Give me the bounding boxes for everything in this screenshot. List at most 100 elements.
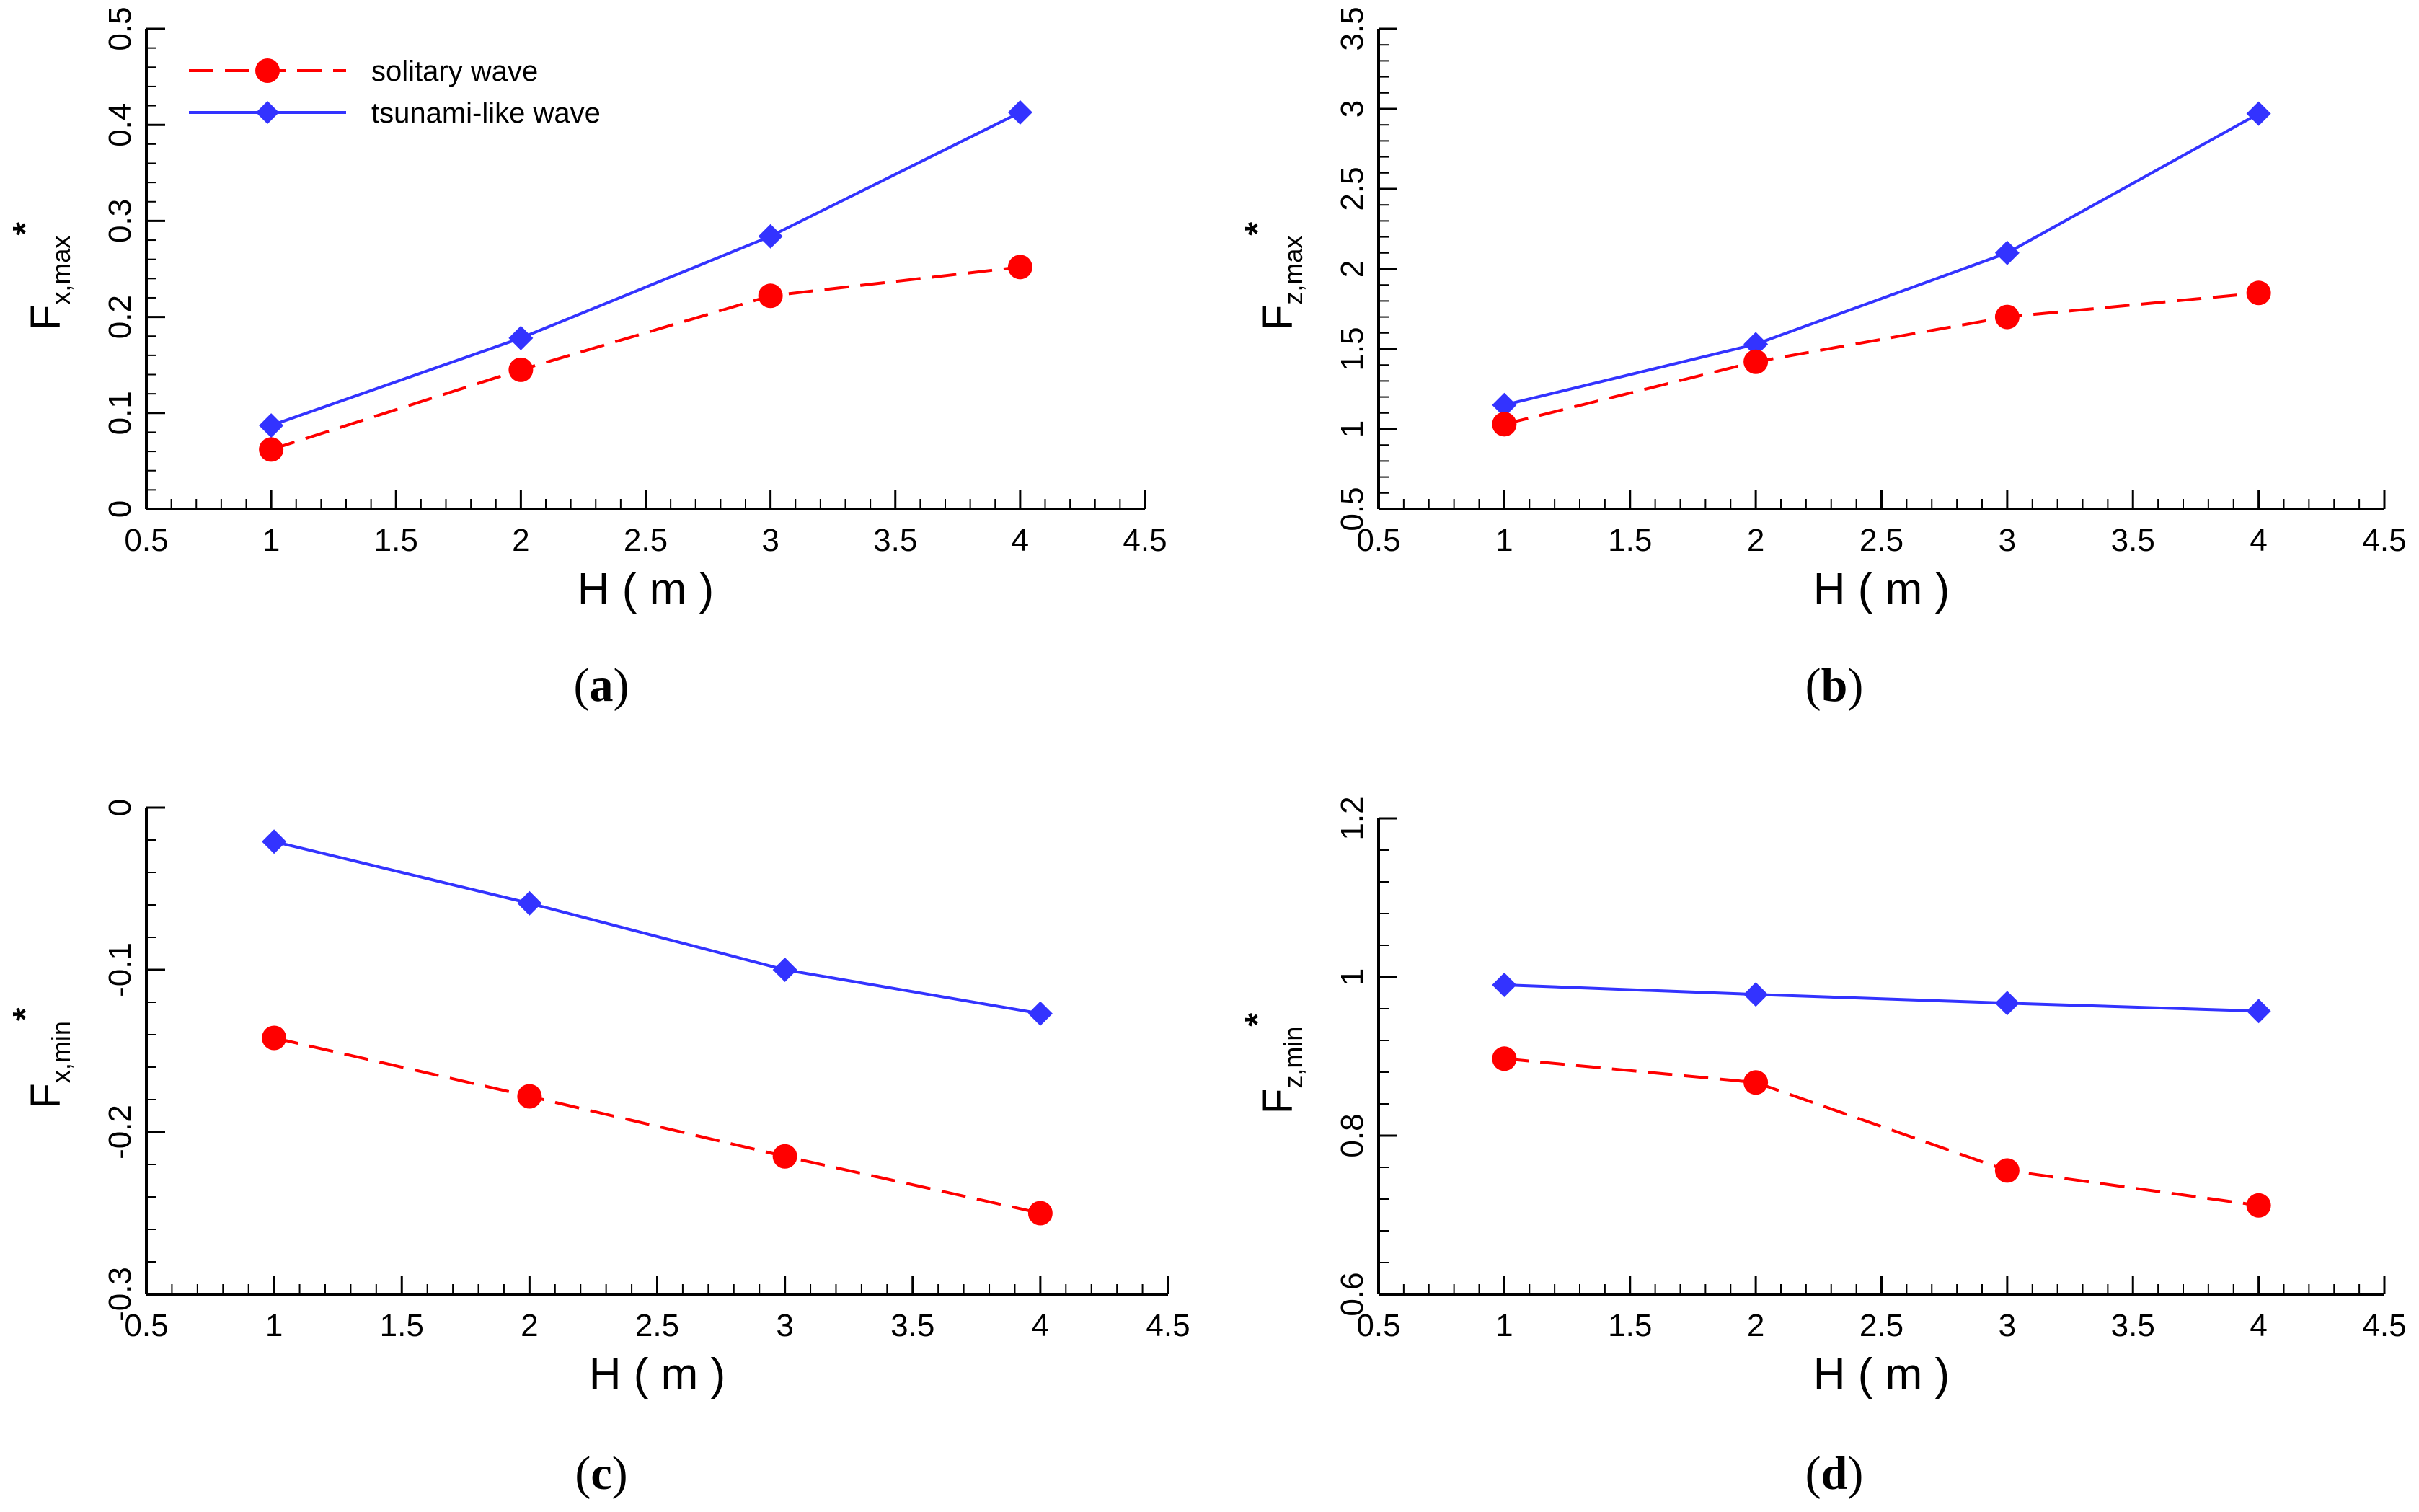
x-tick-label: 0.5 bbox=[124, 523, 168, 558]
y-tick-label: -0.2 bbox=[102, 1105, 138, 1159]
series-line-solitary bbox=[270, 265, 1021, 451]
y-title-subscript: x,max bbox=[46, 236, 76, 305]
caption-letter: d bbox=[1821, 1447, 1848, 1500]
data-point-tsunami bbox=[1994, 991, 2020, 1016]
y-tick-label: 0 bbox=[102, 500, 138, 518]
x-tick-label: 1.5 bbox=[1608, 523, 1652, 558]
legend-marker-circle bbox=[255, 58, 280, 83]
legend-label: tsunami-like wave bbox=[371, 97, 601, 129]
x-tick-label: 0.5 bbox=[124, 1308, 168, 1343]
y-title-subscript: x,min bbox=[46, 1021, 76, 1083]
y-tick-label: 3 bbox=[1335, 100, 1370, 118]
data-point-solitary bbox=[262, 1025, 287, 1051]
data-point-solitary bbox=[1492, 1046, 1517, 1071]
x-tick-label: 2.5 bbox=[635, 1308, 679, 1343]
series-line-tsunami bbox=[1504, 983, 2259, 1013]
figure-panels: 0.5 1 1.5 2 2.5 3 3.5 4 4.5 0 0.1 0.2 0.3 0.4 0.5 H ( m… bbox=[6, 6, 2407, 1500]
x-axis-title: H ( m ) bbox=[1813, 565, 1950, 614]
caption-letter: c bbox=[591, 1447, 611, 1500]
x-tick-label: 4.5 bbox=[1146, 1308, 1190, 1343]
data-point-tsunami bbox=[758, 224, 783, 249]
x-tick-label: 4 bbox=[1012, 523, 1029, 558]
data-point-solitary bbox=[772, 1144, 797, 1169]
x-tick-label: 3 bbox=[761, 523, 779, 558]
x-tick-label: 2 bbox=[521, 1308, 538, 1343]
y-tick-label: 0.2 bbox=[102, 295, 138, 339]
x-tick-label: 2 bbox=[1747, 523, 1764, 558]
data-point-tsunami bbox=[772, 958, 797, 982]
data-point-tsunami bbox=[1994, 240, 2020, 265]
y-tick-label: 2 bbox=[1335, 260, 1370, 278]
y-title-main: F bbox=[1255, 305, 1301, 330]
y-tick-label: 3.5 bbox=[1335, 6, 1370, 50]
x-tick-label: 4.5 bbox=[2362, 1308, 2406, 1343]
y-tick-label: 0.5 bbox=[102, 6, 138, 50]
x-tick-label: 2.5 bbox=[1859, 1308, 1903, 1343]
y-tick-label: 0.3 bbox=[102, 199, 138, 243]
x-axis-title: H ( m ) bbox=[578, 565, 714, 614]
x-tick-label: 2.5 bbox=[1859, 523, 1903, 558]
data-point-solitary bbox=[1743, 349, 1769, 374]
data-point-solitary bbox=[2246, 280, 2271, 306]
y-tick-label: 1.2 bbox=[1335, 796, 1370, 840]
y-title-star: * bbox=[1239, 222, 1277, 236]
data-point-solitary bbox=[517, 1084, 542, 1109]
x-tick-label: 1 bbox=[262, 523, 280, 558]
y-tick-label: 0.5 bbox=[1335, 487, 1370, 531]
chart-panel-b: 0.5 1 1.5 2 2.5 3 3.5 4 4.5 0.5 1 1.5 2 2.5 3 3.5 H ( m … bbox=[1239, 6, 2407, 712]
x-tick-label: 1.5 bbox=[380, 1308, 424, 1343]
x-tick-label: 1.5 bbox=[374, 523, 418, 558]
x-tick-label: 3.5 bbox=[2111, 523, 2155, 558]
x-tick-label: 4.5 bbox=[1123, 523, 1167, 558]
y-axis-title: Fx,min* bbox=[6, 1007, 76, 1108]
data-point-solitary bbox=[1994, 1158, 2020, 1183]
y-axis-title: Fx,max* bbox=[6, 222, 76, 330]
chart-panel-a: 0.5 1 1.5 2 2.5 3 3.5 4 4.5 0 0.1 0.2 0.3 0.4 0.5 H ( m… bbox=[6, 6, 1167, 712]
data-point-tsunami bbox=[517, 890, 542, 916]
chart-panel-d: 0.5 1 1.5 2 2.5 3 3.5 4 4.5 0.6 0.8 1 1.2 H ( m ) Fz,m… bbox=[1239, 796, 2407, 1500]
y-tick-label: 0 bbox=[102, 799, 138, 816]
x-tick-label: 3 bbox=[1999, 1308, 2016, 1343]
x-tick-label: 0.5 bbox=[1356, 523, 1400, 558]
x-tick-label: 4 bbox=[2250, 1308, 2267, 1343]
y-title-main: F bbox=[1255, 1089, 1301, 1114]
data-point-tsunami bbox=[508, 325, 534, 350]
y-title-subscript: z,min bbox=[1278, 1027, 1308, 1089]
data-point-tsunami bbox=[1492, 392, 1517, 417]
legend-marker-diamond bbox=[256, 101, 279, 124]
y-tick-label: 0.4 bbox=[102, 103, 138, 147]
data-point-solitary bbox=[1492, 412, 1517, 437]
y-title-star: * bbox=[6, 1007, 45, 1021]
x-tick-label: 2 bbox=[512, 523, 529, 558]
data-point-solitary bbox=[508, 357, 534, 382]
y-title-main: F bbox=[22, 1083, 69, 1108]
x-tick-label: 1 bbox=[1495, 523, 1513, 558]
x-tick-label: 3 bbox=[776, 1308, 793, 1343]
x-tick-label: 4 bbox=[2250, 523, 2267, 558]
data-point-tsunami bbox=[1743, 982, 1769, 1007]
caption-letter: a bbox=[590, 659, 614, 712]
y-tick-label: -0.1 bbox=[102, 942, 138, 997]
series-line-solitary bbox=[1503, 291, 2259, 426]
y-tick-label: 0.1 bbox=[102, 391, 138, 435]
data-point-solitary bbox=[1007, 255, 1032, 280]
x-tick-label: 1 bbox=[265, 1308, 283, 1343]
series-line-solitary bbox=[1504, 1057, 2259, 1207]
data-point-tsunami bbox=[259, 413, 284, 438]
caption-letter: b bbox=[1821, 659, 1848, 712]
chart-panel-c: 0.5 1 1.5 2 2.5 3 3.5 4 4.5 -0.3 -0.2 -0.1 0 H ( m ) F… bbox=[6, 799, 1190, 1500]
x-axis-title: H ( m ) bbox=[1813, 1350, 1950, 1400]
data-point-tsunami bbox=[2246, 999, 2271, 1024]
x-axis-title: H ( m ) bbox=[589, 1350, 725, 1400]
series-line-solitary bbox=[273, 1036, 1041, 1215]
x-tick-label: 3.5 bbox=[873, 523, 917, 558]
y-title-subscript: z,max bbox=[1278, 236, 1308, 305]
series-line-tsunami bbox=[273, 840, 1041, 1015]
y-tick-label: 1 bbox=[1335, 968, 1370, 986]
data-point-solitary bbox=[1743, 1070, 1769, 1095]
data-point-solitary bbox=[1994, 304, 2020, 330]
data-point-solitary bbox=[259, 437, 284, 462]
x-tick-label: 4.5 bbox=[2362, 523, 2406, 558]
data-point-tsunami bbox=[1027, 1001, 1053, 1026]
